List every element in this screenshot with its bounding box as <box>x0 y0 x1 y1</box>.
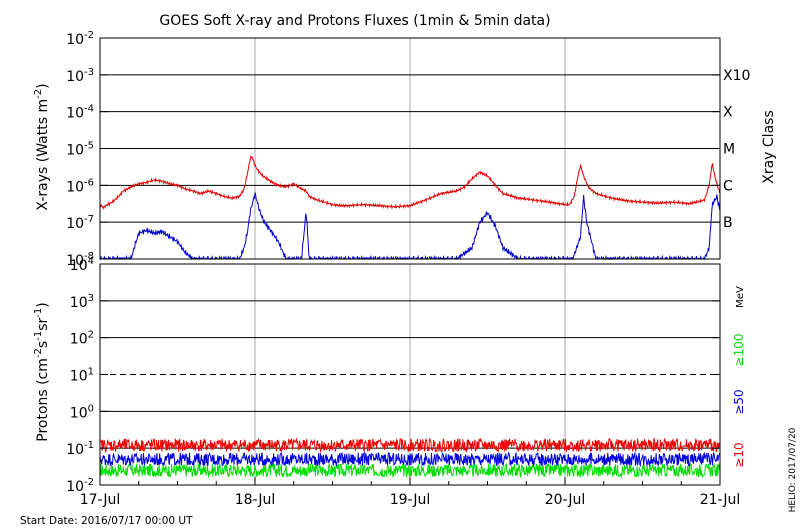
proton-y-tick-label: 104 <box>70 256 94 274</box>
xray-y-tick-label: 10-2 <box>66 30 94 48</box>
energy-legend-entry: ≥100 <box>732 334 746 367</box>
start-date-text: Start Date: 2016/07/17 00:00 UT <box>20 515 193 527</box>
x-tick-label: 18-Jul <box>235 492 276 508</box>
x-tick-label: 21-Jul <box>700 492 741 508</box>
xray-class-label: B <box>723 215 733 231</box>
proton-y-tick-label: 100 <box>70 403 94 421</box>
xray-y-tick-label: 10-7 <box>66 214 94 232</box>
xray-y-tick-label: 10-4 <box>66 104 94 122</box>
xray-class-axis-label: Xray Class <box>761 110 777 184</box>
x-tick-label: 17-Jul <box>80 492 121 508</box>
x-tick-label: 20-Jul <box>545 492 586 508</box>
xray-y-tick-label: 10-3 <box>66 67 94 85</box>
energy-legend-entry: ≥10 <box>732 442 746 467</box>
proton-y-tick-label: 102 <box>70 330 94 348</box>
proton-series-line <box>99 462 720 479</box>
xray-y-tick-label: 10-6 <box>66 177 94 195</box>
xray-class-label: M <box>723 142 735 158</box>
xray-y-tick-label: 10-8 <box>66 251 94 269</box>
proton-y-tick-label: 103 <box>70 293 94 311</box>
xray-class-label: X10 <box>723 68 750 84</box>
xray-series-line <box>99 155 721 211</box>
x-tick-label: 19-Jul <box>390 492 431 508</box>
xray-y-axis-label: X-rays (Watts m-2) <box>33 83 51 210</box>
xray-class-label: X <box>723 105 733 121</box>
proton-y-tick-label: 10-2 <box>66 477 94 495</box>
xray-class-label: C <box>723 178 733 194</box>
chart-title: GOES Soft X-ray and Protons Fluxes (1min… <box>159 13 550 29</box>
proton-y-tick-label: 101 <box>70 367 94 385</box>
proton-panel: 104 103 102 101 100 10-1 10-217-Jul 18-Jul 19-Ju… <box>66 256 746 508</box>
proton-y-tick-label: 10-1 <box>66 440 94 458</box>
helio-credit: HELIO: 2017/07/20 <box>788 427 798 512</box>
energy-legend-entry: ≥50 <box>732 389 746 414</box>
xray-y-tick-label: 10-5 <box>66 141 94 159</box>
proton-series-line <box>99 451 720 468</box>
proton-y-axis-label: Protons (cm-2s-1sr-1) <box>33 302 51 441</box>
proton-series-line <box>99 437 720 454</box>
xray-panel: 10-2 10-3 10-4 10-5 10-6 10-7 10-8 X10 X M C B <box>66 30 750 269</box>
energy-unit-label: MeV <box>735 286 746 308</box>
